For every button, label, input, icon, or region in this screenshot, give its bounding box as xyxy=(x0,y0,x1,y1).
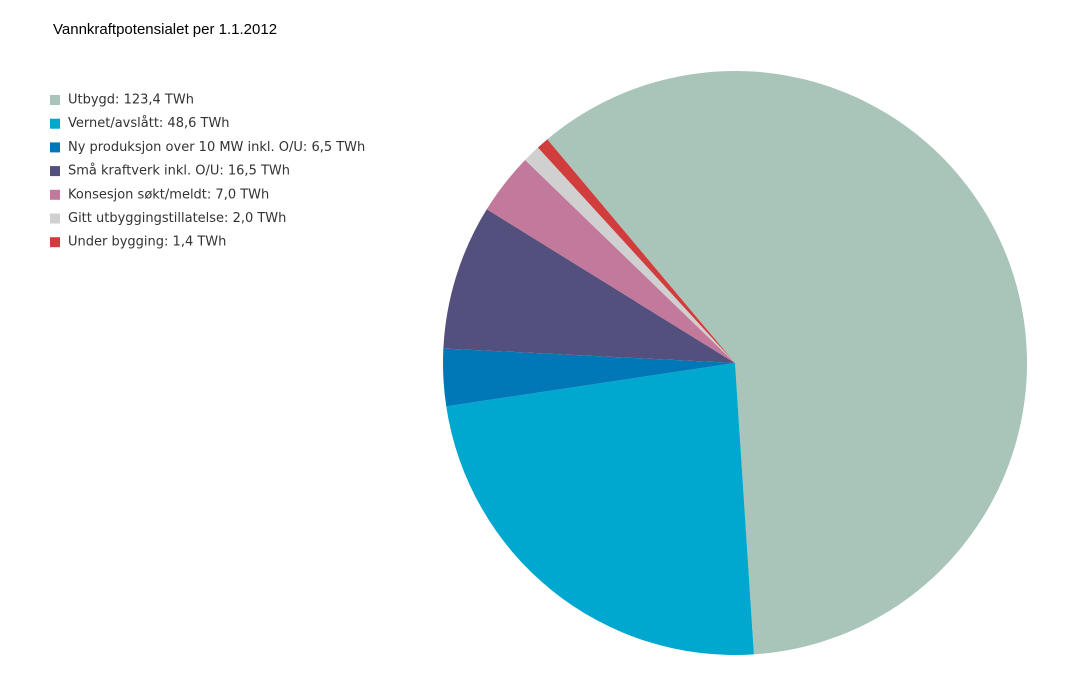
pie-slice xyxy=(547,70,1028,655)
legend-label: Under bygging: 1,4 TWh xyxy=(68,235,226,250)
legend-label: Utbygd: 123,4 TWh xyxy=(68,93,194,108)
pie-slice xyxy=(443,209,735,363)
legend-swatch xyxy=(50,213,60,224)
legend-label: Konsesjon søkt/meldt: 7,0 TWh xyxy=(68,187,269,202)
legend-swatch xyxy=(50,189,60,200)
legend-swatch xyxy=(50,118,60,129)
legend-swatch xyxy=(50,142,60,153)
pie-slice xyxy=(525,147,735,363)
pie-slice xyxy=(446,363,754,655)
legend-label: Gitt utbyggingstillatelse: 2,0 TWh xyxy=(68,211,286,226)
legend-swatch xyxy=(50,237,60,248)
pie-slice xyxy=(486,160,735,363)
chart-title: Vannkraftpotensialet per 1.1.2012 xyxy=(53,21,277,38)
pie-slice xyxy=(443,348,735,407)
pie-slice xyxy=(537,139,735,363)
legend-label: Ny produksjon over 10 MW inkl. O/U: 6,5 … xyxy=(68,140,365,155)
legend-label: Vernet/avslått: 48,6 TWh xyxy=(68,116,230,131)
legend-swatch xyxy=(50,95,60,105)
legend-label: Små kraftverk inkl. O/U: 16,5 TWh xyxy=(68,164,290,179)
legend-swatch xyxy=(50,166,60,177)
